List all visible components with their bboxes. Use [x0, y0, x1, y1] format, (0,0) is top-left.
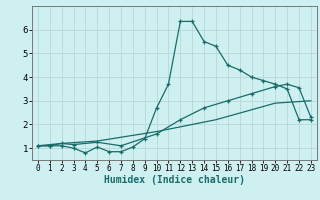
X-axis label: Humidex (Indice chaleur): Humidex (Indice chaleur): [104, 175, 245, 185]
